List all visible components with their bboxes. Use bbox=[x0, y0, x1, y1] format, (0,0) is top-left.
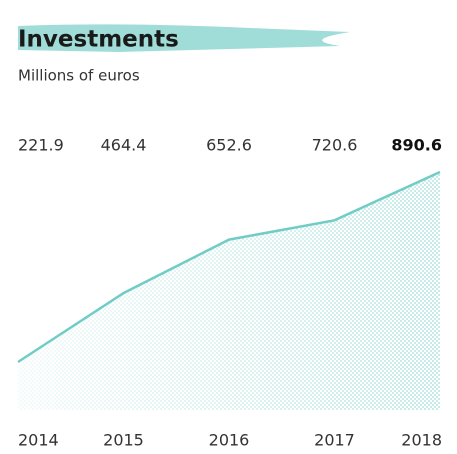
x-tick-label: 2017 bbox=[314, 431, 355, 450]
chart-title: Investments bbox=[18, 27, 179, 53]
x-tick-label: 2018 bbox=[401, 431, 442, 450]
area bbox=[18, 172, 440, 410]
value-label: 652.6 bbox=[206, 136, 252, 155]
value-label: 464.4 bbox=[101, 136, 147, 155]
value-label: 890.6 bbox=[391, 136, 442, 155]
value-label: 221.9 bbox=[18, 136, 64, 155]
line bbox=[17, 170, 441, 364]
value-label: 720.6 bbox=[312, 136, 358, 155]
x-tick-label: 2016 bbox=[209, 431, 250, 450]
x-tick-label: 2015 bbox=[103, 431, 144, 450]
title-brush bbox=[18, 24, 350, 52]
chart-subtitle: Millions of euros bbox=[18, 67, 140, 85]
x-tick-label: 2014 bbox=[18, 431, 59, 450]
